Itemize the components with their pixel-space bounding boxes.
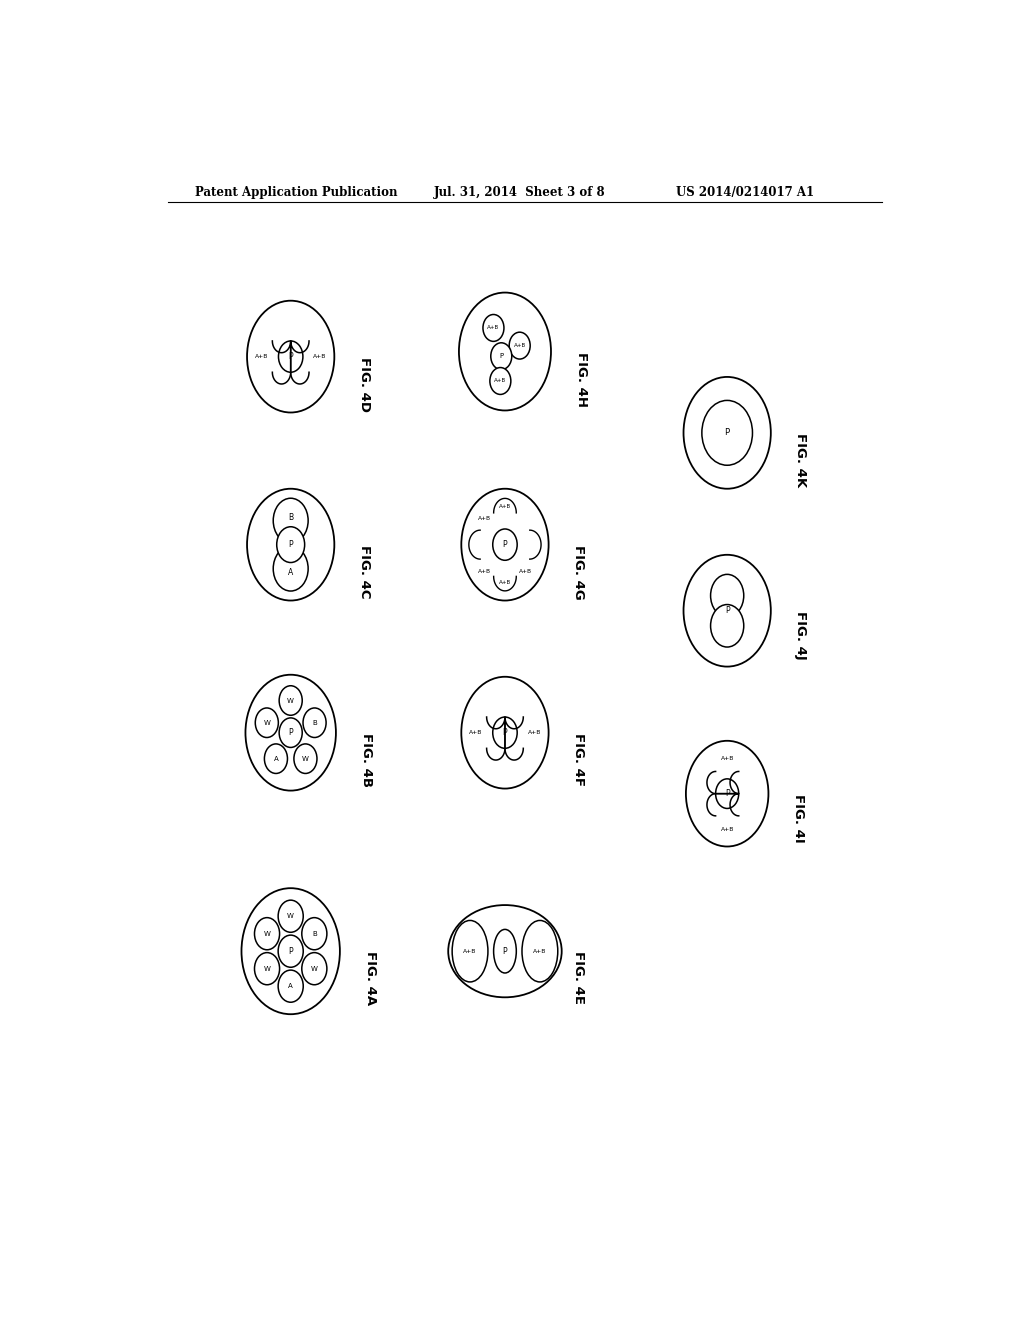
Circle shape	[489, 367, 511, 395]
Text: FIG. 4H: FIG. 4H	[574, 351, 588, 407]
Circle shape	[246, 675, 336, 791]
Text: A+B: A+B	[463, 949, 477, 953]
Circle shape	[461, 488, 549, 601]
Ellipse shape	[453, 920, 488, 982]
Text: A: A	[273, 755, 279, 762]
Text: A+B: A+B	[255, 354, 268, 359]
Circle shape	[711, 574, 743, 616]
Text: P: P	[289, 729, 293, 737]
Circle shape	[684, 554, 771, 667]
Text: A+B: A+B	[313, 354, 327, 359]
Circle shape	[276, 527, 305, 562]
Circle shape	[701, 400, 753, 465]
Circle shape	[294, 744, 317, 774]
Text: B: B	[312, 719, 317, 726]
Circle shape	[303, 708, 326, 738]
Text: P: P	[503, 540, 507, 549]
Text: P: P	[500, 354, 504, 359]
Circle shape	[459, 293, 551, 411]
Text: FIG. 4F: FIG. 4F	[572, 733, 586, 785]
Circle shape	[509, 333, 530, 359]
Text: A+B: A+B	[478, 569, 490, 574]
Circle shape	[716, 779, 738, 808]
Text: A+B: A+B	[487, 326, 500, 330]
Text: FIG. 4C: FIG. 4C	[358, 545, 371, 598]
Text: W: W	[263, 719, 270, 726]
Ellipse shape	[494, 929, 516, 973]
Circle shape	[493, 717, 517, 748]
Text: FIG. 4J: FIG. 4J	[795, 611, 808, 660]
Text: W: W	[302, 755, 309, 762]
Circle shape	[302, 953, 327, 985]
Text: FIG. 4K: FIG. 4K	[795, 433, 808, 487]
Text: W: W	[263, 966, 270, 972]
Circle shape	[302, 917, 327, 950]
Circle shape	[684, 378, 771, 488]
Text: W: W	[311, 966, 317, 972]
Text: FIG. 4A: FIG. 4A	[364, 952, 377, 1006]
Circle shape	[461, 677, 549, 788]
Circle shape	[279, 935, 303, 968]
Text: P: P	[289, 352, 293, 362]
Text: FIG. 4G: FIG. 4G	[572, 545, 586, 599]
Text: A+B: A+B	[469, 730, 482, 735]
Ellipse shape	[522, 920, 558, 982]
Text: FIG. 4B: FIG. 4B	[359, 733, 373, 787]
Text: P: P	[289, 540, 293, 549]
Text: B: B	[288, 512, 293, 521]
Text: US 2014/0214017 A1: US 2014/0214017 A1	[676, 186, 814, 199]
Circle shape	[686, 741, 768, 846]
Text: W: W	[263, 931, 270, 937]
Text: A+B: A+B	[495, 379, 507, 384]
Text: A: A	[289, 983, 293, 989]
Circle shape	[242, 888, 340, 1014]
Text: A: A	[288, 568, 293, 577]
Text: P: P	[725, 606, 729, 615]
Circle shape	[280, 685, 302, 715]
Text: P: P	[289, 946, 293, 956]
Text: A+B: A+B	[721, 756, 734, 760]
Text: P: P	[503, 946, 507, 956]
Ellipse shape	[449, 906, 562, 998]
Circle shape	[247, 488, 334, 601]
Text: A+B: A+B	[519, 569, 532, 574]
Circle shape	[255, 917, 280, 950]
Text: B: B	[312, 931, 316, 937]
Text: A+B: A+B	[499, 581, 511, 585]
Text: P: P	[503, 729, 507, 737]
Circle shape	[483, 314, 504, 342]
Circle shape	[711, 605, 743, 647]
Text: P: P	[725, 789, 729, 799]
Circle shape	[493, 529, 517, 560]
Text: A+B: A+B	[478, 516, 490, 520]
Text: Patent Application Publication: Patent Application Publication	[196, 186, 398, 199]
Text: A+B: A+B	[534, 949, 547, 953]
Text: Jul. 31, 2014  Sheet 3 of 8: Jul. 31, 2014 Sheet 3 of 8	[433, 186, 605, 199]
Text: P: P	[725, 428, 730, 437]
Circle shape	[279, 341, 303, 372]
Text: W: W	[288, 697, 294, 704]
Text: A+B: A+B	[721, 826, 734, 832]
Text: W: W	[288, 913, 294, 919]
Circle shape	[280, 718, 302, 747]
Text: A+B: A+B	[527, 730, 541, 735]
Circle shape	[279, 970, 303, 1002]
Circle shape	[279, 900, 303, 932]
Text: FIG. 4I: FIG. 4I	[793, 793, 805, 842]
Circle shape	[273, 498, 308, 543]
Circle shape	[490, 343, 512, 370]
Circle shape	[273, 546, 308, 591]
Circle shape	[255, 953, 280, 985]
Text: FIG. 4E: FIG. 4E	[572, 952, 586, 1005]
Text: FIG. 4D: FIG. 4D	[358, 356, 371, 412]
Circle shape	[264, 744, 288, 774]
Circle shape	[247, 301, 334, 413]
Circle shape	[255, 708, 279, 738]
Text: A+B: A+B	[514, 343, 525, 348]
Text: A+B: A+B	[499, 504, 511, 510]
